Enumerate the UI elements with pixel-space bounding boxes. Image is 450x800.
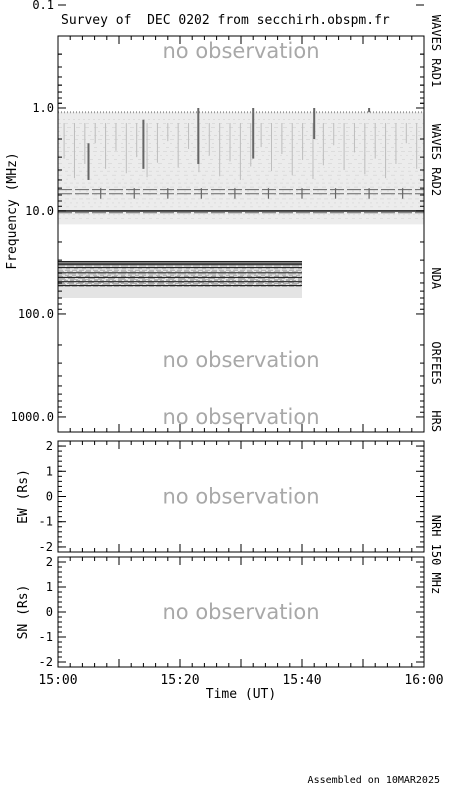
figure-title: Survey of DEC 0202 from secchirh.obspm.f… xyxy=(61,13,390,28)
frequency-tick-label: 1000.0 xyxy=(11,410,54,424)
time-tick-label: 15:20 xyxy=(160,673,199,688)
position-tick-label: 2 xyxy=(46,555,53,569)
spectrogram-data xyxy=(58,107,424,299)
frequency-axis-label: Frequency (MHz) xyxy=(5,152,20,269)
sn-axis-label: SN (Rs) xyxy=(16,585,31,640)
instrument-label-waves-rad2: WAVES RAD2 xyxy=(429,124,443,196)
instrument-label-hrs: HRS xyxy=(429,410,443,432)
position-tick-label: -1 xyxy=(39,515,53,529)
position-tick-label: -2 xyxy=(39,655,53,669)
nrh-ew-panel: 2 1 0 -1 -2 no observation EW (Rs) xyxy=(16,439,425,554)
position-tick-label: -1 xyxy=(39,630,53,644)
no-observation-orfees: no observation xyxy=(162,348,319,372)
instrument-label-orfees: ORFEES xyxy=(429,341,443,384)
frequency-tick-label: 1.0 xyxy=(32,101,54,115)
no-observation-ew: no observation xyxy=(162,485,319,509)
ew-axis-label: EW (Rs) xyxy=(16,469,31,524)
frequency-tick-label: 100.0 xyxy=(18,307,54,321)
time-axis-ticks: 15:00 15:20 15:40 16:00 xyxy=(38,36,444,688)
ew-axis-ticks: 2 1 0 -1 -2 xyxy=(39,439,424,554)
assembled-footer: Assembled on 10MAR2025 xyxy=(308,775,440,786)
spectrogram-background xyxy=(58,36,424,432)
position-tick-label: 0 xyxy=(46,490,53,504)
sn-axis-ticks: 2 1 0 -1 -2 xyxy=(39,555,424,669)
time-tick-label: 15:40 xyxy=(282,673,321,688)
instrument-label-waves-rad1: WAVES RAD1 xyxy=(429,15,443,87)
time-tick-label: 16:00 xyxy=(404,673,443,688)
instrument-label-nda: NDA xyxy=(429,267,443,289)
no-observation-sn: no observation xyxy=(162,600,319,624)
nrh-label: NRH 150 MHz xyxy=(429,515,443,594)
spectrogram-panel: no observation no observation no observa… xyxy=(5,0,443,433)
nrh-sn-panel: 2 1 0 -1 -2 no observation SN (Rs) xyxy=(16,555,425,669)
time-tick-label: 15:00 xyxy=(38,673,77,688)
frequency-tick-label: 0.1 xyxy=(32,0,54,12)
position-tick-label: 1 xyxy=(46,464,53,478)
instrument-labels: WAVES RAD1 WAVES RAD2 NDA ORFEES HRS xyxy=(429,15,443,432)
frequency-axis-ticks: 0.1 1.0 10.0 100.0 1000.0 xyxy=(11,0,424,424)
position-tick-label: -2 xyxy=(39,540,53,554)
position-tick-label: 1 xyxy=(46,580,53,594)
time-axis-label: Time (UT) xyxy=(206,687,276,702)
position-tick-label: 2 xyxy=(46,439,53,453)
observed-band-waves-rad2 xyxy=(58,112,424,225)
position-tick-label: 0 xyxy=(46,605,53,619)
frequency-tick-label: 10.0 xyxy=(25,204,54,218)
